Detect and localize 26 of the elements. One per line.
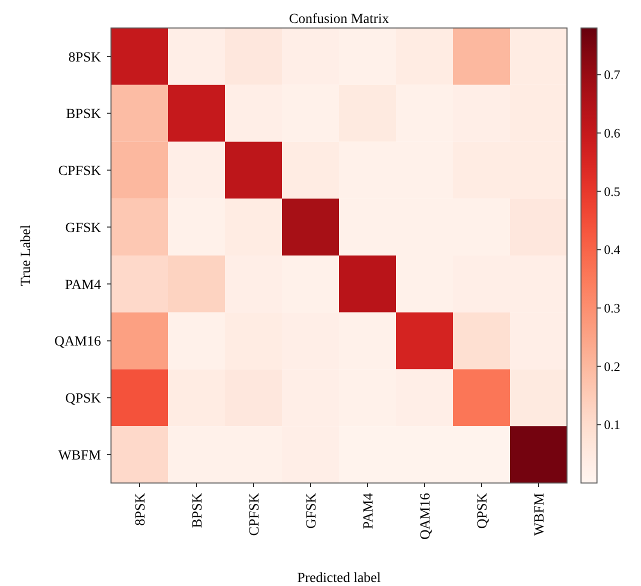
x-tick-label: 8PSK [133,493,148,526]
color-bar-label: 0.5 [604,184,620,199]
x-tick-label: PAM4 [361,493,376,530]
x-tick-label: GFSK [304,493,320,529]
color-bar-label: 0.4 [604,242,621,258]
x-tick-label: QPSK [475,493,490,529]
x-tick-label: CPFSK [247,493,262,536]
y-tick-label: GFSK [65,220,101,236]
y-tick-label: CPFSK [58,164,101,180]
y-tick-label: QPSK [65,392,101,407]
y-tick-label: PAM4 [64,278,101,293]
x-axis-title: Predicted label [297,571,381,586]
y-tick-label: WBFM [58,448,102,464]
x-tick-label: QAM16 [418,493,434,540]
color-bar-label: 0.3 [604,300,620,316]
color-bar-label: 0.6 [604,126,621,141]
color-bar-label: 0.1 [604,417,620,432]
y-tick-label: 8PSK [68,50,101,66]
y-tick-label: QAM16 [54,334,101,350]
chart-title: Confusion Matrix [289,12,389,27]
color-bar-label: 0.7 [604,67,621,82]
y-axis-title: True Label [19,224,34,286]
y-tick-label: BPSK [66,107,101,122]
color-bar-label: 0.2 [604,358,620,374]
x-tick-label: WBFM [532,492,548,536]
x-tick-label: BPSK [190,493,206,528]
